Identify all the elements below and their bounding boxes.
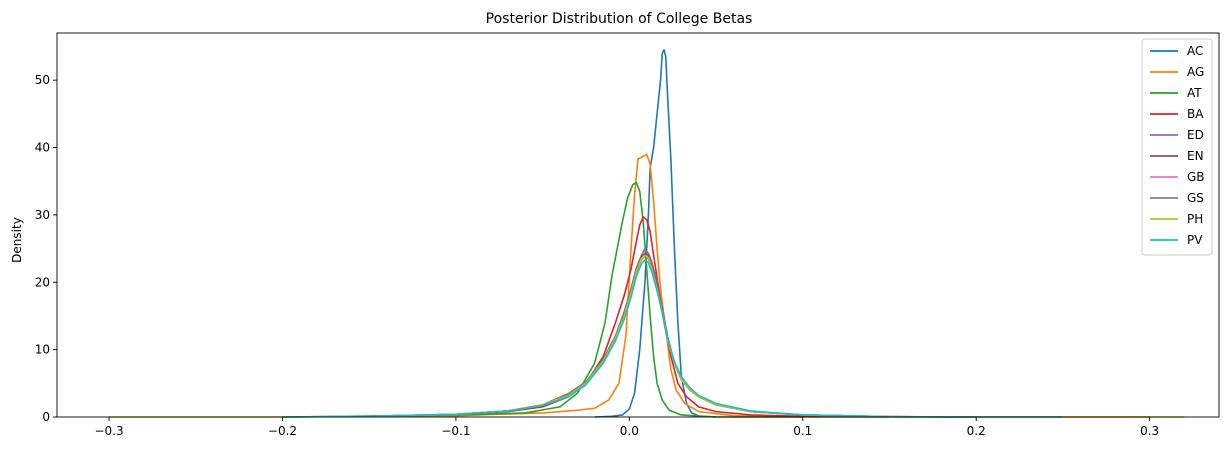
series-line-ed <box>369 247 977 418</box>
series-line-en <box>369 252 977 418</box>
y-tick-label: 0 <box>42 410 50 424</box>
x-tick-label: 0.3 <box>1140 424 1159 438</box>
legend-label-ba: BA <box>1187 107 1204 121</box>
legend-label-en: EN <box>1187 149 1204 163</box>
x-tick-label: −0.1 <box>441 424 470 438</box>
series-line-pv <box>282 259 1063 418</box>
x-tick-label: −0.3 <box>94 424 123 438</box>
series-line-gb <box>369 254 977 418</box>
legend-label-ph: PH <box>1187 212 1203 226</box>
legend-label-ed: ED <box>1187 128 1204 142</box>
plot-lines <box>109 49 1185 418</box>
series-line-ba <box>369 216 890 418</box>
y-tick-label: 10 <box>35 343 50 357</box>
legend-label-at: AT <box>1187 86 1202 100</box>
plot-frame <box>56 32 1220 418</box>
x-tick-label: −0.2 <box>268 424 297 438</box>
y-tick-label: 30 <box>35 208 50 222</box>
x-tick-label: 0.2 <box>967 424 986 438</box>
x-tick-label: 0.0 <box>620 424 639 438</box>
legend-label-ac: AC <box>1187 44 1203 58</box>
legend-label-gb: GB <box>1187 170 1205 184</box>
y-tick-label: 40 <box>35 141 50 155</box>
legend: AC AG AT BA ED EN GB GS PH PV <box>1141 38 1213 256</box>
legend-label-pv: PV <box>1187 233 1203 247</box>
legend-label-gs: GS <box>1187 191 1204 205</box>
legend-label-ag: AG <box>1187 65 1204 79</box>
series-line-gs <box>369 255 977 418</box>
y-tick-label: 50 <box>35 73 50 87</box>
y-axis-label: Density <box>10 217 24 263</box>
axes: −0.3 −0.2 −0.1 0.0 0.1 0.2 0.3 0 10 20 30 40 50 <box>35 32 1220 438</box>
chart-title: Posterior Distribution of College Betas <box>486 11 753 27</box>
series-line-at <box>282 181 803 418</box>
y-tick-label: 20 <box>35 275 50 289</box>
series-line-ag <box>282 153 1150 418</box>
x-tick-label: 0.1 <box>793 424 812 438</box>
